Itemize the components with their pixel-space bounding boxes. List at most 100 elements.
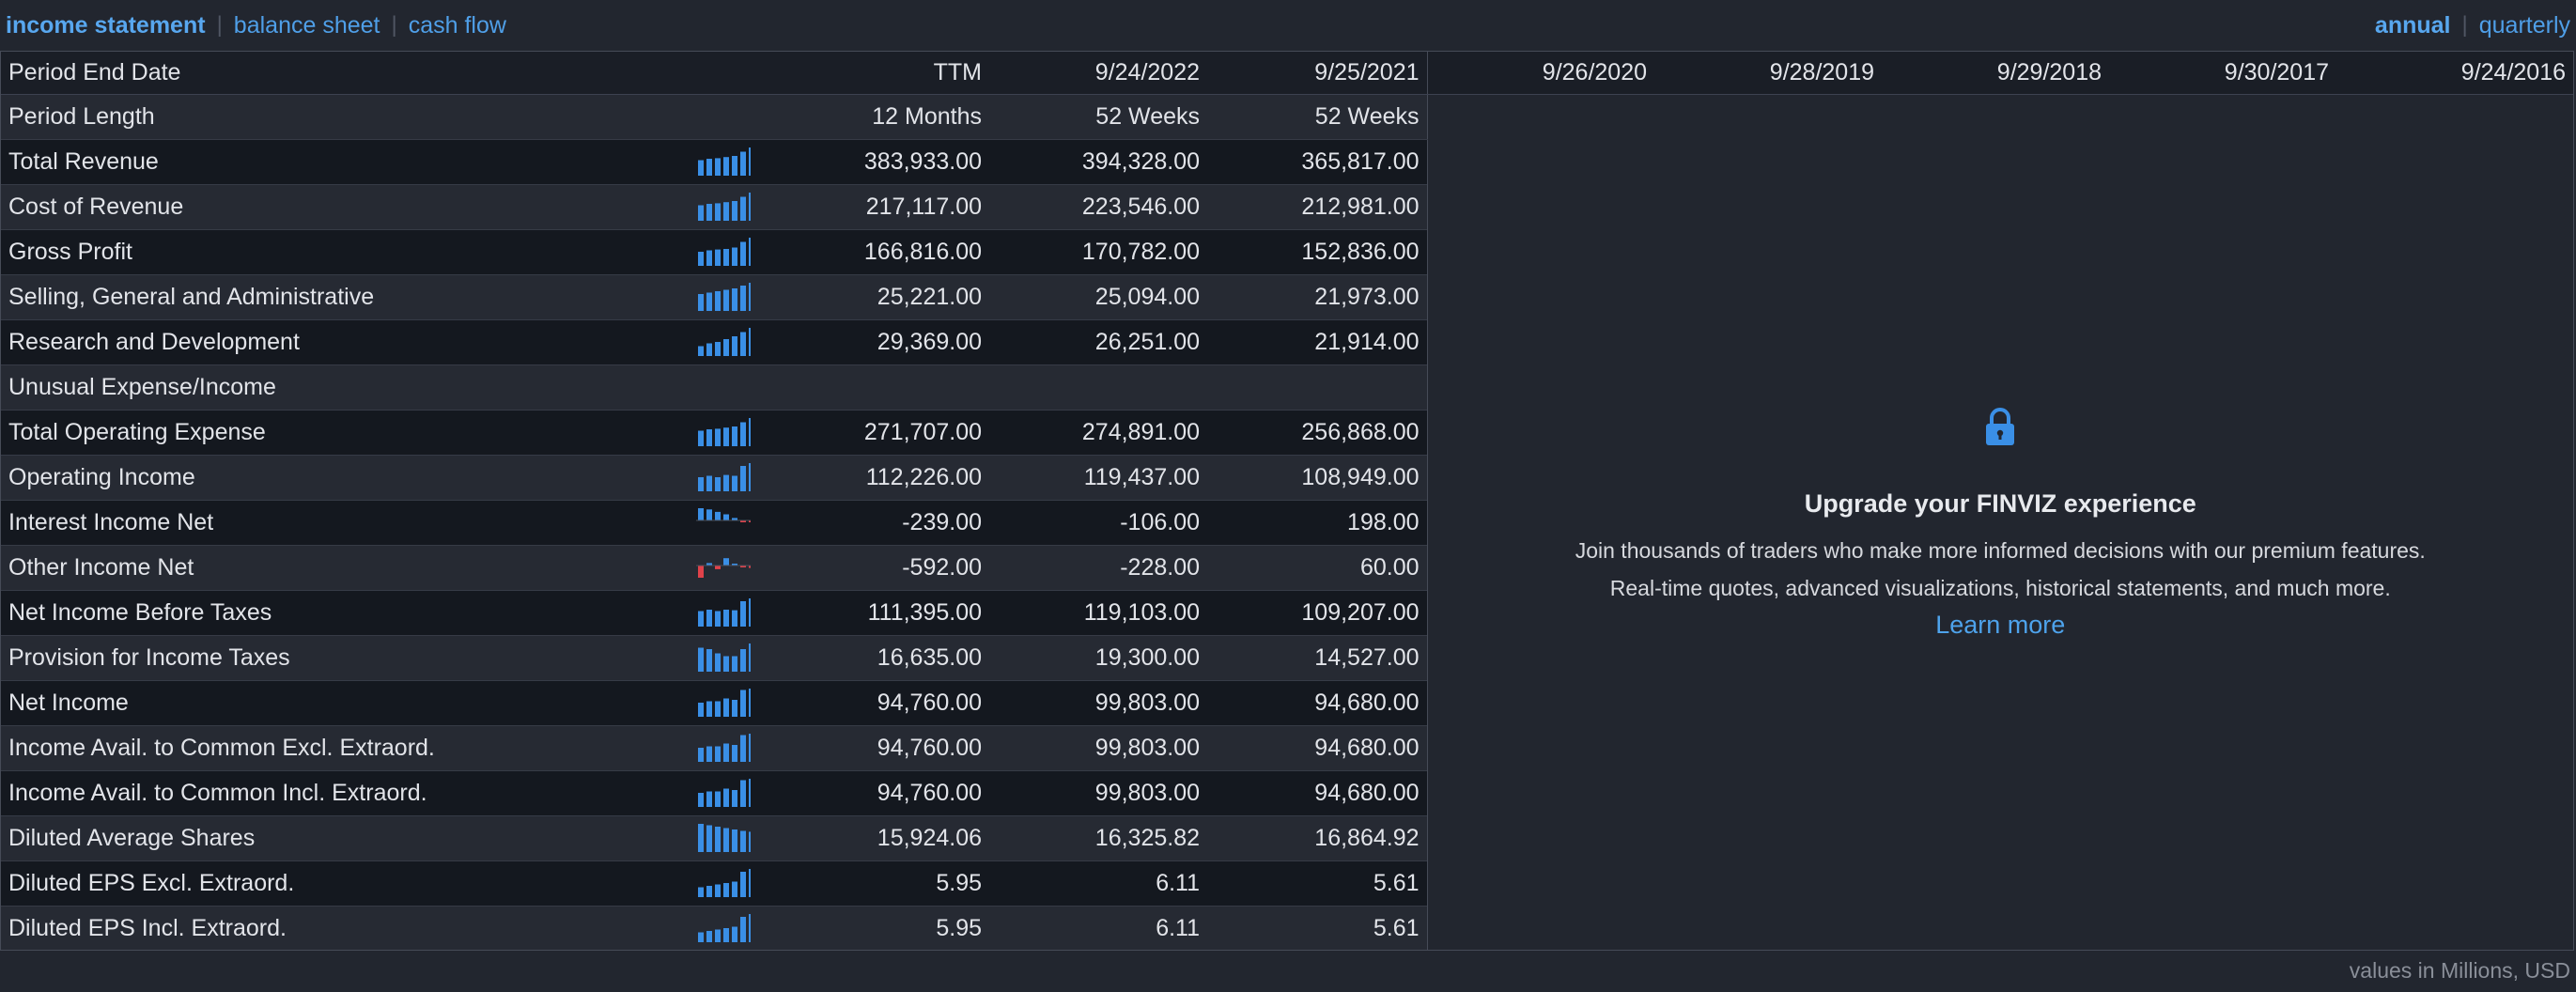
sparkline-bar <box>723 788 729 807</box>
row-value: 99,803.00 <box>989 680 1208 726</box>
promo-box: Upgrade your FINVIZ experience Join thou… <box>1435 406 2567 640</box>
row-value: 6.11 <box>989 860 1208 907</box>
sparkline-bar <box>715 158 721 176</box>
trend-sparkline[interactable] <box>694 139 759 185</box>
sparkline-chart <box>698 238 751 266</box>
sparkline-bar <box>723 202 729 221</box>
header-col-ttm: TTM <box>758 52 990 95</box>
row-label: Operating Income <box>1 455 694 501</box>
sparkline-bar <box>740 690 746 717</box>
trend-sparkline[interactable] <box>694 815 759 861</box>
row-label: Income Avail. to Common Excl. Extraord. <box>1 725 694 771</box>
sparkline-bar <box>740 286 746 311</box>
sparkline-chart <box>698 193 751 221</box>
sparkline-bar <box>723 427 729 446</box>
tab-separator: | <box>391 12 397 38</box>
sparkline-bar <box>698 611 704 627</box>
row-value <box>989 364 1208 411</box>
row-label: Unusual Expense/Income <box>1 364 694 411</box>
row-value: -228.00 <box>989 545 1208 591</box>
row-value: -592.00 <box>758 545 990 591</box>
header-row: Period End Date TTM 9/24/2022 9/25/2021 … <box>1 52 2573 95</box>
sparkline-bar <box>723 474 729 491</box>
trend-sparkline[interactable] <box>694 364 759 411</box>
row-value: 99,803.00 <box>989 725 1208 771</box>
sparkline-bar <box>715 884 721 897</box>
header-col-2022: 9/24/2022 <box>989 52 1208 95</box>
sparkline-bar <box>706 610 712 627</box>
sparkline-bar <box>715 929 721 942</box>
trend-sparkline[interactable] <box>694 184 759 230</box>
trend-sparkline[interactable] <box>694 229 759 275</box>
table-row: Provision for Income Taxes 16,635.00 19,30… <box>1 635 2573 681</box>
row-value: 21,914.00 <box>1207 319 1428 365</box>
tab-balance-sheet[interactable]: balance sheet <box>233 11 380 39</box>
row-value: 25,221.00 <box>758 274 990 320</box>
sparkline-bar <box>698 887 704 897</box>
row-value: 12 Months <box>758 94 990 140</box>
sparkline-bar <box>723 656 729 672</box>
trend-sparkline[interactable] <box>694 590 759 636</box>
sparkline-bar <box>715 566 721 569</box>
table-row: Operating Income 112,226.00 119,437.00 108,… <box>1 455 2573 501</box>
sparkline-bar <box>715 827 721 852</box>
row-value: 109,207.00 <box>1207 590 1428 636</box>
trend-sparkline[interactable] <box>694 906 759 950</box>
period-annual[interactable]: annual <box>2374 11 2451 39</box>
sparkline-chart <box>698 598 751 627</box>
row-value: 365,817.00 <box>1207 139 1428 185</box>
trend-sparkline[interactable] <box>694 680 759 726</box>
row-value: 166,816.00 <box>758 229 990 275</box>
row-label: Gross Profit <box>1 229 694 275</box>
sparkline-bar <box>732 475 737 491</box>
table-row: Research and Development 29,369.00 26,251.… <box>1 319 2573 365</box>
row-value: 256,868.00 <box>1207 410 1428 456</box>
sparkline-chart <box>698 914 751 942</box>
sparkline-bar <box>698 703 704 717</box>
row-value: 170,782.00 <box>989 229 1208 275</box>
row-label: Total Operating Expense <box>1 410 694 456</box>
period-length-row: Period Length 12 Months 52 Weeks 52 Week… <box>1 94 2573 950</box>
table-row: Interest Income Net -239.00 -106.00 198.00 <box>1 500 2573 546</box>
sparkline-bar <box>698 647 704 672</box>
learn-more-link[interactable]: Learn more <box>1935 610 2066 639</box>
trend-sparkline[interactable] <box>694 545 759 591</box>
trend-sparkline[interactable] <box>694 725 759 771</box>
row-label: Total Revenue <box>1 139 694 185</box>
sparkline-bar <box>732 610 737 627</box>
trend-sparkline[interactable] <box>694 635 759 681</box>
row-value: 111,395.00 <box>758 590 990 636</box>
trend-sparkline[interactable] <box>694 860 759 907</box>
row-value: 112,226.00 <box>758 455 990 501</box>
trend-sparkline[interactable] <box>694 274 759 320</box>
trend-sparkline[interactable] <box>694 500 759 546</box>
promo-line-2: Real-time quotes, advanced visualization… <box>1609 575 2391 600</box>
row-value: 94,680.00 <box>1207 680 1428 726</box>
sparkline-bar <box>749 147 751 176</box>
sparkline-bar <box>732 336 737 356</box>
period-quarterly[interactable]: quarterly <box>2478 11 2570 39</box>
header-col-2019: 9/28/2019 <box>1654 52 1883 95</box>
sparkline-bar <box>723 249 729 266</box>
row-value: 119,103.00 <box>989 590 1208 636</box>
sparkline-bar <box>715 653 721 672</box>
sparkline-bar <box>698 824 704 852</box>
sparkline-bar <box>740 649 746 672</box>
trend-sparkline[interactable] <box>694 455 759 501</box>
sparkline-bar <box>740 520 746 522</box>
trend-sparkline[interactable] <box>694 410 759 456</box>
row-value <box>758 364 990 411</box>
sparkline-chart <box>698 147 751 176</box>
row-value: 94,680.00 <box>1207 770 1428 816</box>
row-value: 383,933.00 <box>758 139 990 185</box>
sparkline-bar <box>732 745 737 762</box>
sparkline-chart <box>698 779 751 807</box>
sparkline-bar <box>732 700 737 717</box>
tab-cash-flow[interactable]: cash flow <box>408 11 506 39</box>
tab-income-statement[interactable]: income statement <box>6 11 206 39</box>
sparkline-bar <box>740 241 746 266</box>
trend-sparkline[interactable] <box>694 319 759 365</box>
sparkline-chart <box>696 508 751 522</box>
sparkline-bar <box>706 825 712 852</box>
trend-sparkline[interactable] <box>694 770 759 816</box>
